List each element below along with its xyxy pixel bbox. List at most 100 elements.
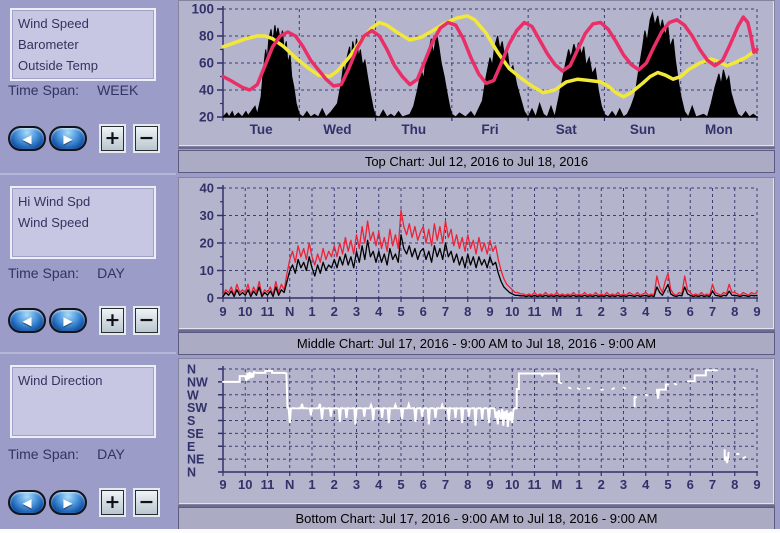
bottom-chart-nav-controls: ◀ ▶ + − — [8, 490, 158, 515]
time-span-value: WEEK — [97, 82, 139, 98]
time-span-row: Time Span: DAY — [8, 446, 125, 462]
back-button[interactable]: ◀ — [8, 490, 46, 515]
svg-text:Mon: Mon — [705, 122, 733, 137]
svg-text:3: 3 — [620, 477, 627, 492]
back-button[interactable]: ◀ — [8, 126, 46, 151]
list-item[interactable]: Hi Wind Spd — [18, 194, 91, 209]
svg-text:9: 9 — [219, 304, 226, 319]
svg-text:8: 8 — [464, 477, 471, 492]
svg-text:11: 11 — [528, 304, 542, 319]
middle-graph-select-list[interactable]: Hi Wind Spd Wind Speed — [10, 186, 156, 259]
svg-text:7: 7 — [709, 304, 716, 319]
svg-text:3: 3 — [620, 304, 627, 319]
list-item[interactable]: Wind Speed — [18, 16, 89, 31]
svg-text:8: 8 — [464, 304, 471, 319]
svg-text:80: 80 — [199, 29, 214, 44]
middle-chart-caption: Middle Chart: Jul 17, 2016 - 9:00 AM to … — [178, 332, 775, 355]
svg-text:2: 2 — [331, 477, 338, 492]
svg-text:SE: SE — [187, 427, 204, 441]
svg-text:7: 7 — [709, 477, 716, 492]
forward-button[interactable]: ▶ — [49, 126, 87, 151]
svg-text:6: 6 — [420, 304, 427, 319]
plus-icon: + — [104, 491, 121, 513]
right-arrow-icon: ▶ — [63, 313, 73, 328]
bottom-graph-select-list[interactable]: Wind Direction — [10, 365, 156, 438]
svg-text:Sat: Sat — [556, 122, 578, 137]
right-arrow-icon: ▶ — [63, 131, 73, 146]
svg-text:40: 40 — [199, 83, 214, 98]
svg-text:9: 9 — [486, 304, 493, 319]
svg-text:M: M — [551, 477, 562, 492]
svg-text:1: 1 — [575, 477, 582, 492]
back-button[interactable]: ◀ — [8, 308, 46, 333]
svg-text:4: 4 — [375, 477, 383, 492]
svg-text:5: 5 — [664, 304, 671, 319]
plus-icon: + — [104, 127, 121, 149]
zoom-out-button[interactable]: − — [135, 490, 158, 515]
svg-text:S: S — [187, 414, 195, 428]
svg-text:1: 1 — [575, 304, 582, 319]
bottom-window-strip — [0, 529, 780, 533]
zoom-out-button[interactable]: − — [135, 126, 158, 151]
forward-button[interactable]: ▶ — [49, 308, 87, 333]
svg-text:8: 8 — [731, 304, 738, 319]
svg-text:10: 10 — [238, 477, 252, 492]
svg-text:2: 2 — [598, 477, 605, 492]
svg-text:10: 10 — [238, 304, 252, 319]
svg-text:7: 7 — [442, 477, 449, 492]
svg-text:9: 9 — [753, 477, 760, 492]
bottom-chart-caption: Bottom Chart: Jul 17, 2016 - 9:00 AM to … — [178, 507, 775, 530]
svg-text:0: 0 — [207, 291, 214, 306]
forward-button[interactable]: ▶ — [49, 490, 87, 515]
svg-text:11: 11 — [261, 304, 275, 319]
svg-text:4: 4 — [375, 304, 383, 319]
top-graph-select-list[interactable]: Wind Speed Barometer Outside Temp — [10, 8, 156, 81]
svg-text:7: 7 — [442, 304, 449, 319]
svg-text:2: 2 — [331, 304, 338, 319]
zoom-in-button[interactable]: + — [101, 126, 124, 151]
time-span-row: Time Span: DAY — [8, 265, 125, 281]
svg-text:8: 8 — [731, 477, 738, 492]
top-chart-control-panel: Wind Speed Barometer Outside Temp Time S… — [0, 0, 176, 173]
top-chart-caption: Top Chart: Jul 12, 2016 to Jul 18, 2016 — [178, 150, 775, 173]
time-span-label: Time Span: — [8, 82, 80, 98]
zoom-out-button[interactable]: − — [135, 308, 158, 333]
bottom-chart-control-panel: Wind Direction Time Span: DAY ◀ ▶ + − — [0, 352, 176, 531]
left-arrow-icon: ◀ — [22, 313, 32, 328]
svg-text:9: 9 — [486, 477, 493, 492]
plus-icon: + — [104, 309, 121, 331]
list-item[interactable]: Wind Speed — [18, 215, 89, 230]
time-span-label: Time Span: — [8, 265, 80, 281]
top-chart: 20 40 60 80 100 Tue Wed Thu Fri Sat Sun Mon — [191, 2, 759, 137]
svg-text:20: 20 — [200, 236, 214, 251]
svg-text:1: 1 — [308, 477, 315, 492]
svg-text:20: 20 — [199, 110, 214, 125]
time-span-value: DAY — [97, 265, 125, 281]
svg-text:Wed: Wed — [323, 122, 351, 137]
svg-text:40: 40 — [200, 181, 214, 196]
svg-text:6: 6 — [687, 477, 694, 492]
middle-chart-control-panel: Hi Wind Spd Wind Speed Time Span: DAY ◀ ▶… — [0, 173, 176, 354]
zoom-in-button[interactable]: + — [101, 308, 124, 333]
svg-text:10: 10 — [505, 304, 519, 319]
svg-text:1: 1 — [308, 304, 315, 319]
bottom-chart-panel: N NW W SW S SE E NE N 9 10 11 N 1 2 3 4 5 6 7 8 9 10 11 M 1 2 3 4 5 6 7… — [178, 358, 775, 505]
svg-text:60: 60 — [199, 56, 214, 71]
svg-text:Fri: Fri — [481, 122, 498, 137]
list-item[interactable]: Outside Temp — [18, 58, 98, 73]
svg-text:W: W — [187, 388, 199, 402]
list-item[interactable]: Wind Direction — [18, 373, 103, 388]
svg-text:N: N — [187, 466, 196, 480]
svg-text:2: 2 — [598, 304, 605, 319]
zoom-in-button[interactable]: + — [101, 490, 124, 515]
svg-text:4: 4 — [642, 304, 650, 319]
svg-text:6: 6 — [687, 304, 694, 319]
svg-text:N: N — [187, 363, 196, 377]
svg-text:11: 11 — [261, 477, 275, 492]
svg-text:11: 11 — [528, 477, 542, 492]
list-item[interactable]: Barometer — [18, 37, 79, 52]
svg-text:M: M — [551, 304, 562, 319]
